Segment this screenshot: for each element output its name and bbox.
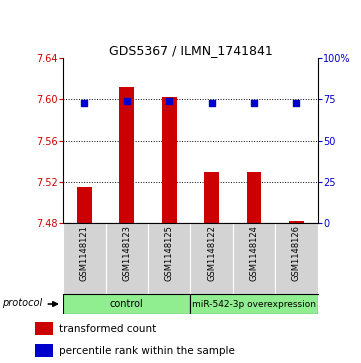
Point (166, 98, 172, 104)
Text: GSM1148121: GSM1148121 (80, 225, 89, 281)
Bar (275, 223, 318, 294)
Text: control: control (110, 299, 144, 309)
Bar (190, 223, 233, 294)
Bar (119, 87, 134, 223)
Text: percentile rank within the sample: percentile rank within the sample (59, 346, 235, 356)
Text: GSM1148123: GSM1148123 (122, 225, 131, 281)
Bar (105, 223, 148, 294)
Bar (35, 344, 53, 357)
Bar (162, 97, 177, 223)
Title: GDS5367 / ILMN_1741841: GDS5367 / ILMN_1741841 (109, 44, 272, 57)
Point (251, 100, 257, 106)
Text: GSM1148124: GSM1148124 (249, 225, 258, 281)
Text: GSM1148126: GSM1148126 (292, 225, 301, 281)
Text: GSM1148122: GSM1148122 (207, 225, 216, 281)
Bar (247, 172, 261, 223)
Bar (63, 294, 190, 314)
Text: miR-542-3p overexpression: miR-542-3p overexpression (192, 299, 316, 309)
Text: transformed count: transformed count (59, 324, 156, 334)
Point (124, 98, 130, 104)
Point (209, 100, 214, 106)
Point (293, 100, 299, 106)
Bar (148, 223, 191, 294)
Point (82, 100, 87, 106)
Bar (190, 294, 318, 314)
Bar (233, 223, 275, 294)
Bar (289, 221, 304, 223)
Text: GSM1148125: GSM1148125 (165, 225, 174, 281)
Bar (77, 187, 92, 223)
Text: protocol: protocol (3, 298, 43, 308)
Bar (204, 172, 219, 223)
Bar (35, 322, 53, 335)
Bar (63, 223, 105, 294)
